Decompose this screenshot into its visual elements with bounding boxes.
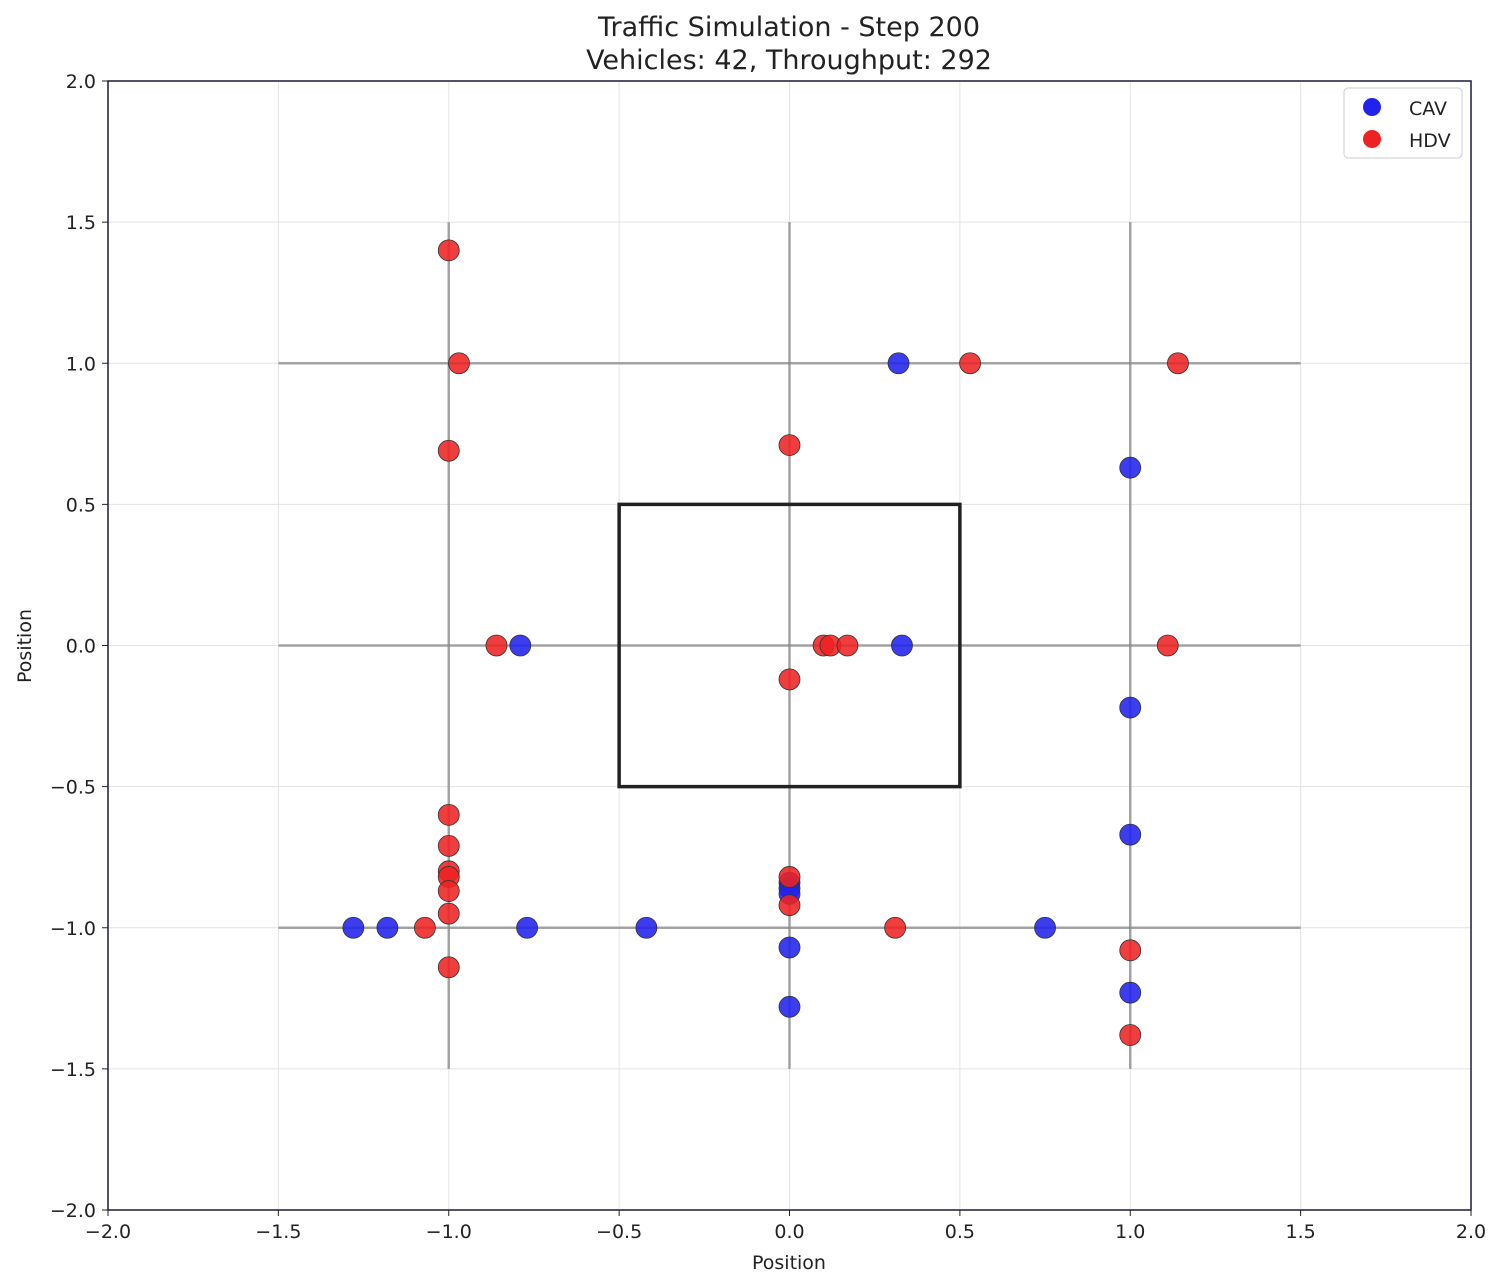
- y-axis-label: Position: [14, 609, 36, 683]
- hdv-vehicle-point: [884, 916, 907, 939]
- hdv-vehicle-point: [437, 956, 460, 979]
- cav-vehicle-point: [1119, 456, 1142, 479]
- vehicle-points: [342, 239, 1189, 1046]
- hdv-vehicle-point: [778, 668, 801, 691]
- cav-vehicle-point: [1034, 916, 1056, 939]
- hdv-vehicle-point: [437, 880, 460, 902]
- x-tick-label: 1.0: [1115, 1221, 1145, 1243]
- hdv-vehicle-point: [778, 866, 801, 888]
- y-tick-label: −1.5: [50, 1059, 96, 1081]
- hdv-vehicle-point: [778, 894, 801, 917]
- hdv-vehicle-point: [437, 902, 460, 925]
- cav-vehicle-point: [891, 634, 913, 657]
- hdv-vehicle-point: [437, 439, 460, 462]
- legend-cav-marker: [1363, 98, 1381, 116]
- hdv-vehicle-point: [413, 916, 436, 939]
- y-axis-ticks: −2.0 −1.5 −1.0 −0.5 0.0 0.5 1.0 1.5 2.0: [50, 71, 108, 1222]
- x-tick-label: −1.0: [426, 1221, 472, 1243]
- y-tick-label: 0.0: [66, 636, 96, 658]
- intersection-box: [617, 502, 962, 789]
- x-tick-label: −1.5: [255, 1221, 301, 1243]
- cav-vehicle-point: [887, 352, 910, 375]
- y-tick-label: 0.5: [66, 494, 96, 516]
- x-axis-label: Position: [752, 1252, 826, 1274]
- cav-vehicle-point: [1119, 696, 1142, 719]
- x-tick-label: 1.5: [1286, 1221, 1316, 1243]
- chart-subtitle: Vehicles: 42, Throughput: 292: [586, 45, 992, 76]
- hdv-vehicle-point: [1119, 1024, 1142, 1046]
- chart-title: Traffic Simulation - Step 200: [597, 12, 980, 43]
- cav-vehicle-point: [516, 916, 539, 939]
- cav-vehicle-point: [376, 916, 399, 939]
- hdv-vehicle-point: [959, 352, 981, 375]
- cav-vehicle-point: [778, 995, 801, 1018]
- legend: CAV HDV: [1343, 87, 1463, 159]
- legend-cav-label: CAV: [1409, 98, 1447, 120]
- hdv-vehicle-point: [1119, 939, 1142, 962]
- y-tick-label: 1.5: [66, 212, 96, 234]
- hdv-vehicle-point: [437, 803, 460, 826]
- y-tick-label: 1.0: [66, 353, 96, 375]
- x-tick-label: 0.5: [945, 1221, 975, 1243]
- cav-vehicle-point: [1119, 823, 1142, 846]
- hdv-vehicle-point: [1167, 352, 1189, 375]
- hdv-vehicle-point: [836, 634, 859, 657]
- cav-vehicle-point: [509, 634, 532, 657]
- y-tick-label: 2.0: [66, 71, 96, 93]
- y-tick-label: −0.5: [50, 777, 96, 799]
- cav-vehicle-point: [778, 936, 801, 959]
- x-tick-label: 2.0: [1456, 1221, 1486, 1243]
- x-tick-label: 0.0: [774, 1221, 804, 1243]
- hdv-vehicle-point: [778, 434, 801, 457]
- cav-vehicle-point: [342, 916, 365, 939]
- hdv-vehicle-point: [437, 834, 460, 857]
- x-axis-ticks: −2.0 −1.5 −1.0 −0.5 0.0 0.5 1.0 1.5 2.0: [85, 1210, 1486, 1243]
- legend-hdv-marker: [1363, 130, 1381, 148]
- hdv-vehicle-point: [485, 634, 508, 657]
- hdv-vehicle-point: [448, 352, 470, 375]
- legend-hdv-label: HDV: [1409, 130, 1451, 152]
- hdv-vehicle-point: [1156, 634, 1179, 657]
- x-tick-label: −0.5: [596, 1221, 642, 1243]
- cav-vehicle-point: [1119, 981, 1142, 1004]
- y-tick-label: −1.0: [50, 918, 96, 940]
- hdv-vehicle-point: [437, 239, 460, 262]
- cav-vehicle-point: [635, 916, 658, 939]
- x-tick-label: −2.0: [85, 1221, 131, 1243]
- y-tick-label: −2.0: [50, 1200, 96, 1222]
